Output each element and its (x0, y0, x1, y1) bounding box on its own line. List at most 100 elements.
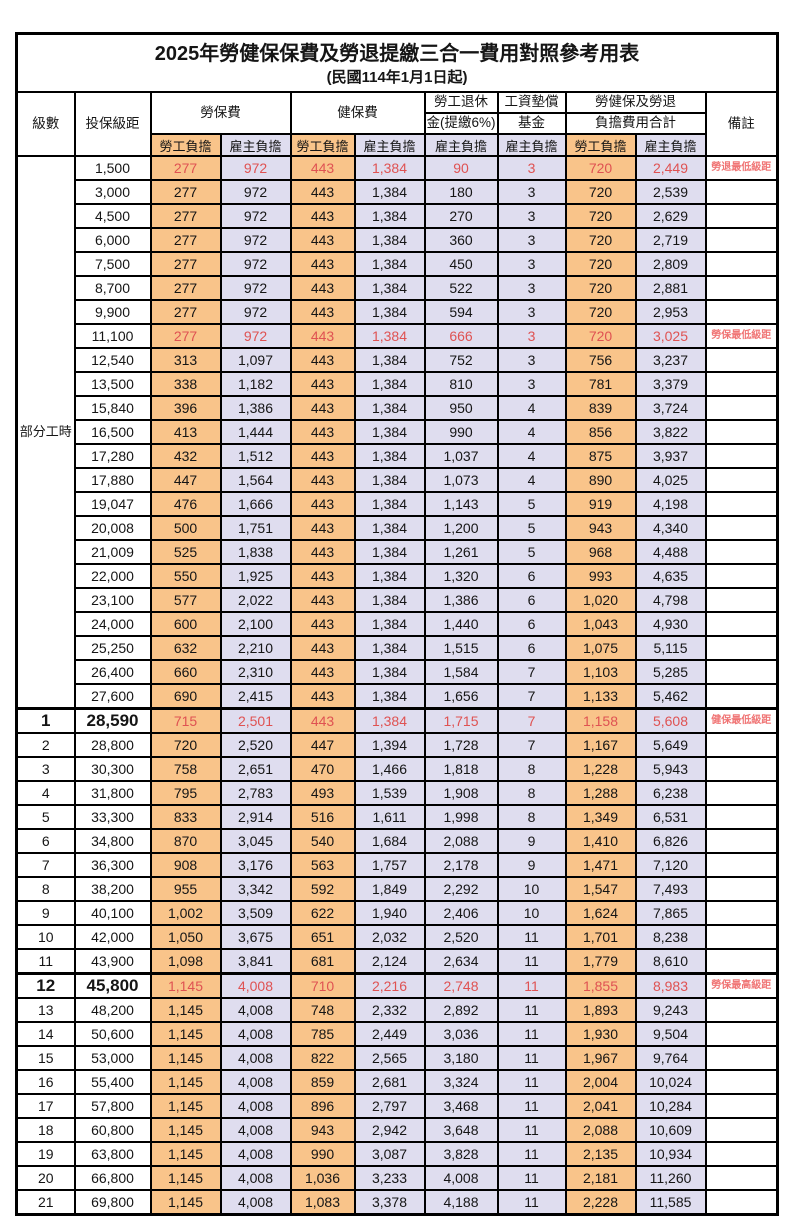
value-cell: 720 (564, 179, 637, 205)
value-cell: 856 (564, 419, 637, 445)
col-header-pension-line2: 金(提繳6%) (423, 112, 499, 135)
remark-cell (704, 1117, 779, 1143)
level-cell: 7 (15, 852, 76, 878)
value-cell: 2,406 (423, 900, 499, 926)
value-cell: 4 (496, 395, 567, 421)
header-row-groups2: 金(提繳6%) 基金 負擔費用合計 (17, 112, 778, 135)
value-cell: 525 (149, 539, 222, 565)
table-row: 20,008 500 1,751 443 1,384 1,200 5 943 4,340 (17, 515, 779, 541)
col-header-total-line2: 負擔費用合計 (564, 112, 707, 135)
value-cell: 443 (289, 323, 356, 349)
table-row: 4,500 277 972 443 1,384 270 3 720 2,629 (17, 203, 779, 229)
remark-cell (704, 1069, 779, 1095)
table-row: 13,500 338 1,182 443 1,384 810 3 781 3,379 (17, 371, 779, 397)
value-cell: 11,585 (634, 1189, 707, 1216)
bracket-cell: 60,800 (73, 1117, 152, 1143)
level-cell: 11 (15, 948, 76, 975)
value-cell: 1,097 (219, 347, 292, 373)
remark-cell (704, 804, 779, 830)
table-row: 9 40,100 1,002 3,509 622 1,940 2,406 10 1,624 7,8… (15, 900, 779, 926)
value-cell: 10 (496, 876, 567, 902)
value-cell: 1,855 (564, 972, 637, 999)
value-cell: 1,940 (353, 900, 426, 926)
value-cell: 443 (289, 155, 356, 181)
level-cell: 19 (15, 1141, 76, 1167)
value-cell: 476 (149, 491, 222, 517)
value-cell: 632 (149, 635, 222, 661)
value-cell: 3,233 (353, 1165, 426, 1191)
value-cell: 1,182 (219, 371, 292, 397)
header-row-shares: 勞工負擔 雇主負擔 勞工負擔 雇主負擔 雇主負擔 雇主負擔 勞工負擔 雇主負擔 (17, 133, 778, 157)
value-cell: 1,083 (289, 1189, 356, 1216)
value-cell: 5,462 (634, 683, 707, 710)
value-cell: 2,181 (564, 1165, 637, 1191)
value-cell: 180 (423, 179, 499, 205)
bracket-cell: 42,000 (73, 924, 152, 950)
value-cell: 11 (496, 997, 567, 1023)
value-cell: 943 (289, 1117, 356, 1143)
table-row: 15 53,000 1,145 4,008 822 2,565 3,180 11 1,967 9,… (15, 1045, 779, 1071)
value-cell: 2,032 (353, 924, 426, 950)
value-cell: 2,953 (634, 299, 707, 325)
value-cell: 4,340 (634, 515, 707, 541)
value-cell: 1,440 (423, 611, 499, 637)
value-cell: 6 (496, 587, 567, 613)
value-cell: 1,386 (219, 395, 292, 421)
value-cell: 1,539 (353, 780, 426, 806)
value-cell: 1,471 (564, 852, 637, 878)
section-label-part-time: 部分工時 (15, 155, 76, 710)
value-cell: 1,384 (353, 323, 426, 349)
table-row: 12,540 313 1,097 443 1,384 752 3 756 3,237 (17, 347, 779, 373)
value-cell: 781 (564, 371, 637, 397)
value-cell: 5 (496, 491, 567, 517)
bracket-cell: 30,300 (73, 756, 152, 782)
value-cell: 1,384 (353, 227, 426, 253)
remark-cell (704, 563, 779, 589)
remark-cell (704, 756, 779, 782)
value-cell: 1,838 (219, 539, 292, 565)
value-cell: 516 (289, 804, 356, 830)
remark-cell (704, 371, 779, 397)
bracket-cell: 3,000 (73, 179, 152, 205)
remark-cell (704, 419, 779, 445)
value-cell: 1,728 (423, 732, 499, 758)
value-cell: 6,238 (634, 780, 707, 806)
value-cell: 1,261 (423, 539, 499, 565)
value-cell: 5,285 (634, 659, 707, 685)
level-cell: 3 (15, 756, 76, 782)
value-cell: 8 (496, 804, 567, 830)
bracket-cell: 69,800 (73, 1189, 152, 1216)
value-cell: 1,384 (353, 347, 426, 373)
remark-cell (704, 275, 779, 301)
value-cell: 6 (496, 611, 567, 637)
value-cell: 1,103 (564, 659, 637, 685)
value-cell: 443 (289, 227, 356, 253)
value-cell: 833 (149, 804, 222, 830)
value-cell: 972 (219, 179, 292, 205)
value-cell: 3 (496, 299, 567, 325)
value-cell: 470 (289, 756, 356, 782)
value-cell: 443 (289, 443, 356, 469)
table-row: 19,047 476 1,666 443 1,384 1,143 5 919 4,198 (17, 491, 779, 517)
value-cell: 4,008 (219, 1165, 292, 1191)
value-cell: 11 (496, 1189, 567, 1216)
remark-cell (704, 1189, 779, 1216)
value-cell: 2,942 (353, 1117, 426, 1143)
value-cell: 3,937 (634, 443, 707, 469)
value-cell: 1,145 (149, 1141, 222, 1167)
value-cell: 2,520 (219, 732, 292, 758)
bracket-cell: 53,000 (73, 1045, 152, 1071)
value-cell: 1,384 (353, 371, 426, 397)
value-cell: 1,349 (564, 804, 637, 830)
value-cell: 681 (289, 948, 356, 975)
value-cell: 2,809 (634, 251, 707, 277)
remark-cell (704, 395, 779, 421)
value-cell: 2,415 (219, 683, 292, 710)
value-cell: 1,145 (149, 1045, 222, 1071)
value-cell: 443 (289, 179, 356, 205)
value-cell: 1,384 (353, 419, 426, 445)
remark-cell (704, 948, 779, 975)
value-cell: 1,893 (564, 997, 637, 1023)
table-row: 7,500 277 972 443 1,384 450 3 720 2,809 (17, 251, 779, 277)
value-cell: 5,649 (634, 732, 707, 758)
